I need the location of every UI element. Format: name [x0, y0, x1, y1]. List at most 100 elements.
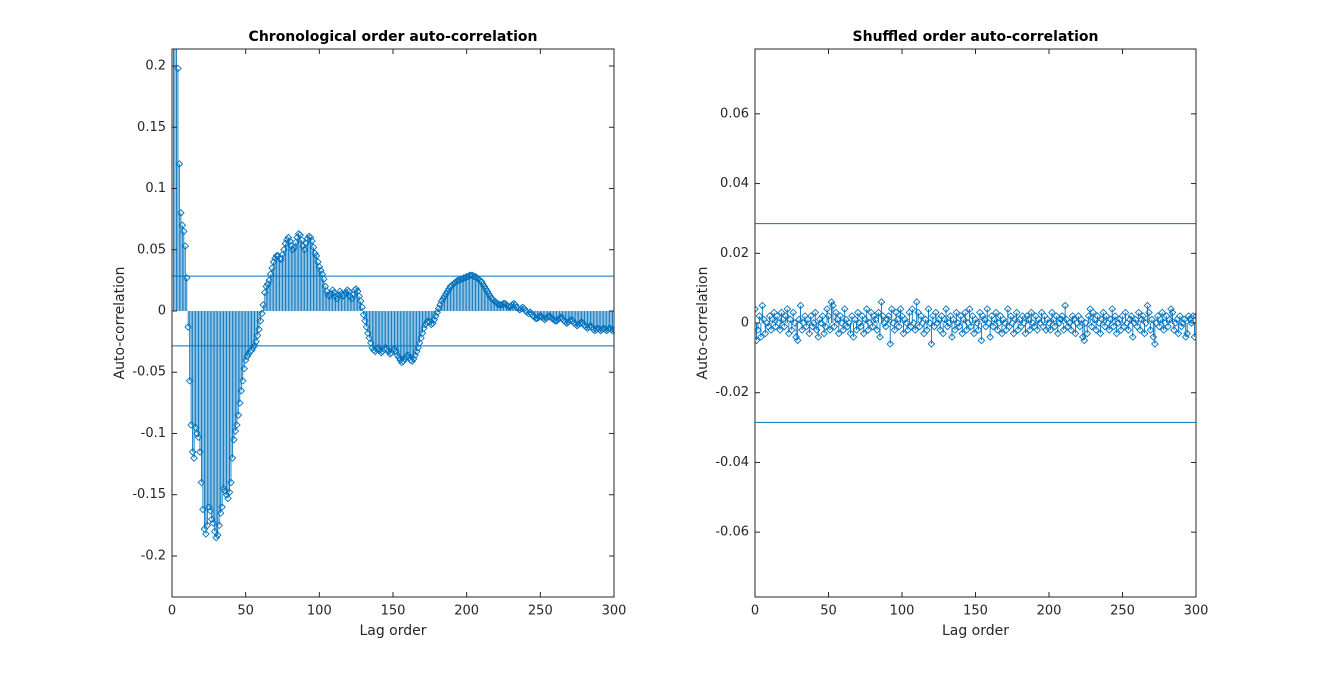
stem-marker — [1139, 312, 1147, 323]
x-tick-label: 100 — [307, 604, 332, 619]
plot-area — [172, 49, 614, 542]
stem-marker — [783, 305, 792, 323]
stem-marker — [227, 310, 235, 487]
stem-marker — [296, 231, 305, 311]
y-tick-label: 0 — [741, 316, 749, 331]
stem-marker — [1046, 323, 1055, 334]
stem-marker — [881, 322, 890, 331]
y-tick-label: 0.04 — [720, 176, 749, 191]
y-tick-label: 0 — [158, 303, 166, 318]
stem-marker — [495, 301, 503, 311]
x-tick-label: 0 — [751, 604, 759, 619]
stem-marker — [1021, 323, 1030, 338]
stem-marker — [309, 243, 318, 311]
y-tick-label: -0.15 — [132, 487, 166, 502]
stem-marker — [807, 312, 815, 323]
stem-marker — [1136, 323, 1144, 334]
stem-marker — [213, 310, 222, 539]
x-tick-label: 50 — [820, 604, 837, 619]
y-tick-label: -0.04 — [715, 455, 749, 470]
stem-marker — [958, 323, 967, 338]
x-tick-label: 150 — [963, 604, 988, 619]
stem-marker — [1096, 323, 1105, 338]
stem-marker — [412, 310, 421, 356]
stem-marker — [1156, 315, 1165, 324]
chart-title: Chronological order auto-correlation — [249, 29, 538, 45]
x-tick-label: 50 — [237, 604, 254, 619]
stem-marker — [1105, 323, 1114, 334]
stem-marker — [877, 298, 886, 323]
y-axis-label: Auto-correlation — [695, 267, 711, 380]
stem-marker — [358, 303, 366, 312]
stem-marker — [890, 323, 899, 334]
stem-marker — [1158, 308, 1167, 323]
stem-marker — [433, 308, 442, 317]
stem-marker — [911, 323, 920, 334]
stem-marker — [284, 233, 293, 311]
stem-marker — [923, 323, 931, 334]
stem-marker — [811, 308, 820, 323]
stem-marker — [1009, 323, 1018, 338]
stem-marker — [215, 310, 223, 530]
stem-marker — [821, 322, 830, 331]
stem-marker — [940, 315, 949, 324]
stem-marker — [1077, 315, 1086, 324]
x-tick-label: 300 — [1184, 604, 1209, 619]
stem-marker — [1011, 315, 1020, 324]
stem-marker — [235, 310, 244, 407]
stem-marker — [355, 292, 363, 311]
stem-marker — [224, 310, 232, 503]
stem-marker — [780, 322, 789, 331]
stem-marker — [951, 323, 959, 334]
stem-marker — [757, 323, 765, 341]
stem-marker — [175, 160, 184, 311]
stem-marker — [826, 323, 834, 334]
stem-marker — [173, 49, 174, 311]
stem-marker — [776, 323, 784, 334]
stem-marker — [852, 323, 861, 334]
y-tick-label: 0.06 — [720, 106, 749, 121]
stem-marker — [200, 310, 209, 533]
stem-marker — [216, 310, 225, 517]
stem-marker — [1183, 323, 1192, 338]
stem-marker — [886, 323, 895, 348]
y-tick-label: -0.1 — [141, 426, 166, 441]
stem-marker — [862, 305, 871, 323]
stem-marker — [415, 310, 424, 347]
stem-marker — [768, 315, 777, 324]
stem-marker — [899, 323, 908, 338]
x-tick-label: 200 — [454, 604, 479, 619]
stem-marker — [986, 323, 995, 341]
stem-marker — [1174, 323, 1183, 338]
stem-marker — [297, 236, 306, 311]
stem-marker — [1084, 312, 1093, 323]
stem-marker — [316, 266, 325, 311]
x-axis-label: Lag order — [359, 623, 426, 639]
stem-marker — [1080, 323, 1089, 345]
stem-marker — [942, 305, 950, 323]
stem-marker — [188, 310, 197, 456]
stem-marker — [258, 309, 266, 318]
stem-marker — [1127, 312, 1136, 323]
stem-marker — [1012, 308, 1021, 323]
stem-marker — [834, 323, 843, 338]
stem-marker — [896, 305, 905, 323]
y-tick-label: -0.02 — [715, 385, 749, 400]
stem-marker — [998, 323, 1006, 338]
stem-marker — [1061, 301, 1070, 323]
x-tick-label: 0 — [168, 604, 176, 619]
x-tick-label: 100 — [890, 604, 915, 619]
stem-marker — [787, 323, 796, 334]
stem-marker — [970, 323, 978, 338]
stem-marker — [1192, 312, 1196, 323]
stem-marker — [1155, 322, 1164, 331]
stem-marker — [218, 310, 226, 511]
stem-marker — [1149, 323, 1158, 341]
x-tick-label: 300 — [602, 604, 627, 619]
stem-marker — [812, 323, 821, 334]
stem-marker — [839, 323, 848, 334]
stem-marker — [321, 282, 330, 311]
stem-marker — [796, 301, 805, 323]
stem-marker — [241, 310, 250, 364]
stem-marker — [1059, 323, 1068, 334]
